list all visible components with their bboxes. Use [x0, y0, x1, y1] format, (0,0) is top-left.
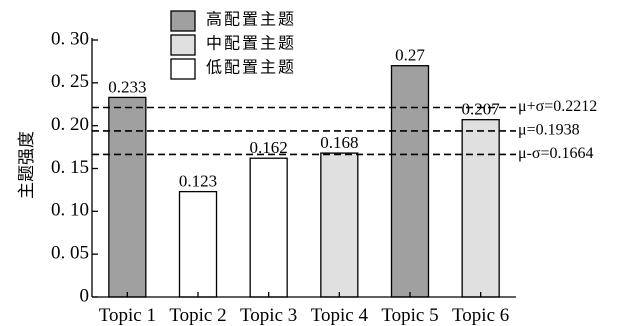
legend-swatch	[170, 10, 196, 32]
data-label: 0.168	[320, 133, 358, 152]
data-label: 0.123	[179, 172, 217, 191]
x-tick-label: Topic 6	[452, 305, 509, 326]
y-tick-label: 0. 25	[51, 71, 89, 92]
bar	[249, 157, 288, 298]
axes: 0 0. 05 0. 10 0. 15 0. 20 0. 25 0. 30 Topic 1 To…	[51, 28, 516, 326]
reference-line-label: μ=0.1938	[518, 122, 580, 139]
x-tick-label: Topic 3	[240, 305, 297, 326]
y-tick-label: 0. 05	[51, 243, 89, 264]
bar	[461, 119, 500, 298]
y-axis-label: 主题强度	[17, 131, 36, 199]
y-tick-label: 0. 15	[51, 157, 89, 178]
x-tick-label: Topic 5	[381, 305, 438, 326]
data-label: 0.233	[108, 77, 146, 96]
data-label: 0.162	[250, 138, 288, 157]
legend-swatch	[170, 34, 196, 56]
legend-label: 中配置主题	[206, 35, 296, 53]
bar	[108, 96, 147, 298]
data-label: 0.27	[395, 46, 425, 65]
reference-line-label: μ+σ=0.2212	[518, 98, 597, 115]
reference-lines: μ+σ=0.2212 μ=0.1938 μ-σ=0.1664	[92, 98, 597, 162]
y-tick-label: 0. 20	[51, 114, 89, 135]
data-label: 0.207	[462, 100, 501, 119]
x-tick-label: Topic 2	[169, 305, 226, 326]
y-tick-label: 0	[80, 285, 90, 306]
bars: 0.233 0.123 0.162 0.168 0.27 0.207	[108, 46, 501, 298]
legend-label: 高配置主题	[206, 11, 296, 29]
legend-swatch	[170, 58, 196, 80]
bar	[320, 152, 359, 298]
bar	[178, 190, 218, 298]
y-tick-label: 0. 30	[51, 28, 89, 49]
legend-label: 低配置主题	[206, 59, 296, 77]
reference-line-label: μ-σ=0.1664	[518, 145, 594, 162]
x-tick-label: Topic 4	[311, 305, 369, 326]
y-tick-label: 0. 10	[51, 200, 89, 221]
bar	[390, 65, 430, 298]
x-tick-label: Topic 1	[99, 305, 156, 326]
